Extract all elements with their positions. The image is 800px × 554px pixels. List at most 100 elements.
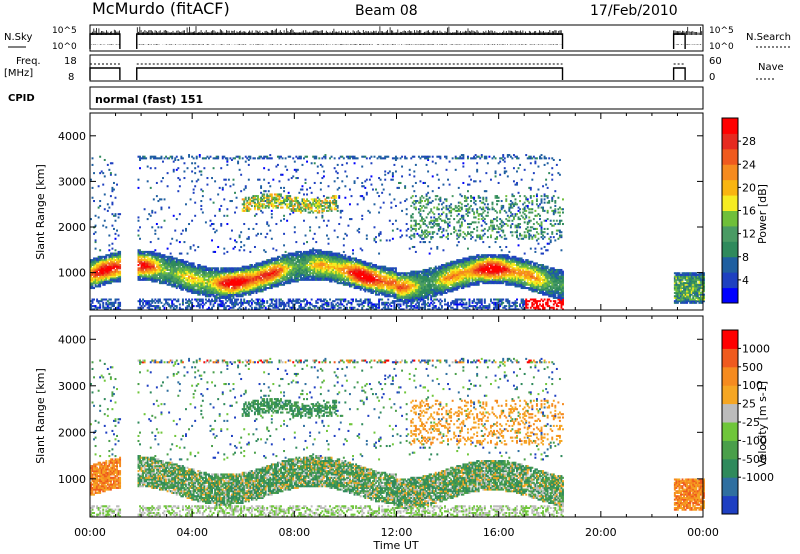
heatmap-cell <box>155 262 158 265</box>
heatmap-cell <box>316 172 319 175</box>
heatmap-cell <box>106 262 109 265</box>
heatmap-cell <box>263 283 266 286</box>
heatmap-cell <box>287 155 290 158</box>
heatmap-cell <box>217 272 220 275</box>
heatmap-cell <box>143 270 146 273</box>
heatmap-cell <box>194 298 197 301</box>
heatmap-cell <box>296 206 299 209</box>
heatmap-cell <box>108 249 111 252</box>
heatmap-cell <box>261 300 264 303</box>
heatmap-cell <box>208 277 210 280</box>
heatmap-cell <box>152 277 155 280</box>
heatmap-cell <box>258 206 261 209</box>
heatmap-cell <box>211 291 213 294</box>
heatmap-cell <box>211 300 213 303</box>
heatmap-cell <box>111 301 114 304</box>
heatmap-cell <box>99 260 102 263</box>
heatmap-cell <box>243 244 246 247</box>
heatmap-cell <box>223 178 226 181</box>
heatmap-cell <box>336 209 339 212</box>
heatmap-cell <box>143 272 146 275</box>
heatmap-cell <box>278 262 281 265</box>
heatmap-cell <box>90 277 92 280</box>
heatmap-cell <box>241 291 244 294</box>
heatmap-cell <box>177 264 180 267</box>
heatmap-cell <box>111 201 114 204</box>
heatmap-cell <box>319 181 322 184</box>
heatmap-cell <box>215 273 218 276</box>
heatmap-cell <box>105 303 108 306</box>
heatmap-cell <box>250 303 253 306</box>
heatmap-cell <box>223 155 226 158</box>
heatmap-cell <box>362 305 365 308</box>
heatmap-cell <box>226 300 229 303</box>
heatmap-cell <box>178 275 181 278</box>
heatmap-cell <box>263 167 266 170</box>
heatmap-cell <box>249 280 252 283</box>
heatmap-cell <box>151 252 154 255</box>
heatmap-cell <box>178 178 181 181</box>
heatmap-cell <box>99 300 102 303</box>
heatmap-cell <box>229 200 232 203</box>
heatmap-cell <box>111 224 114 227</box>
heatmap-cell <box>264 280 267 283</box>
heatmap-cell <box>194 162 197 165</box>
heatmap-cell <box>191 277 194 280</box>
heatmap-cell <box>220 287 223 290</box>
heatmap-cell <box>299 264 302 267</box>
heatmap-cell <box>244 185 247 188</box>
heatmap-cell <box>206 155 209 158</box>
heatmap-cell <box>269 283 272 286</box>
heatmap-cell <box>163 262 166 265</box>
nsearch-label: N.Search <box>746 32 791 43</box>
heatmap-cell <box>304 252 307 255</box>
heatmap-cell <box>93 257 95 260</box>
heatmap-cell <box>278 255 281 258</box>
heatmap-cell <box>234 298 236 301</box>
heatmap-cell <box>96 260 99 263</box>
heatmap-cell <box>99 264 102 267</box>
heatmap-cell <box>212 288 215 291</box>
heatmap-cell <box>275 272 278 275</box>
heatmap-cell <box>258 306 261 309</box>
heatmap-cell <box>315 155 318 158</box>
heatmap-cell <box>220 301 223 304</box>
heatmap-cell <box>391 229 394 232</box>
heatmap-cell <box>276 264 279 267</box>
heatmap-cell <box>140 260 143 263</box>
heatmap-cell <box>194 283 197 286</box>
heatmap-cell <box>111 303 114 306</box>
heatmap-cell <box>149 186 152 189</box>
heatmap-cell <box>230 275 233 278</box>
heatmap-cell <box>243 287 246 290</box>
heatmap-cell <box>298 301 301 304</box>
heatmap-cell <box>304 257 307 260</box>
heatmap-cell <box>257 268 259 271</box>
heatmap-cell <box>280 262 282 265</box>
heatmap-cell <box>286 206 289 209</box>
heatmap-cell <box>172 308 175 311</box>
heatmap-cell <box>212 278 215 281</box>
heatmap-cell <box>94 257 97 260</box>
heatmap-cell <box>162 264 164 267</box>
heatmap-cell <box>143 267 146 270</box>
heatmap-cell <box>181 277 184 280</box>
heatmap-cell <box>158 265 161 268</box>
heatmap-cell <box>152 155 155 158</box>
heatmap-cell <box>139 259 141 262</box>
heatmap-cell <box>272 265 275 268</box>
heatmap-cell <box>169 305 172 308</box>
heatmap-cell <box>224 290 227 293</box>
heatmap-cell <box>148 273 151 276</box>
heatmap-cell <box>188 280 191 283</box>
heatmap-cell <box>116 268 118 271</box>
heatmap-cell <box>272 247 275 250</box>
heatmap-cell <box>220 305 223 308</box>
heatmap-cell <box>237 273 240 276</box>
heatmap-cell <box>157 257 160 260</box>
heatmap-cell <box>261 204 264 207</box>
heatmap-cell <box>299 303 302 306</box>
heatmap-cell <box>188 275 191 278</box>
heatmap-cell <box>303 254 305 257</box>
heatmap-cell <box>114 219 117 222</box>
